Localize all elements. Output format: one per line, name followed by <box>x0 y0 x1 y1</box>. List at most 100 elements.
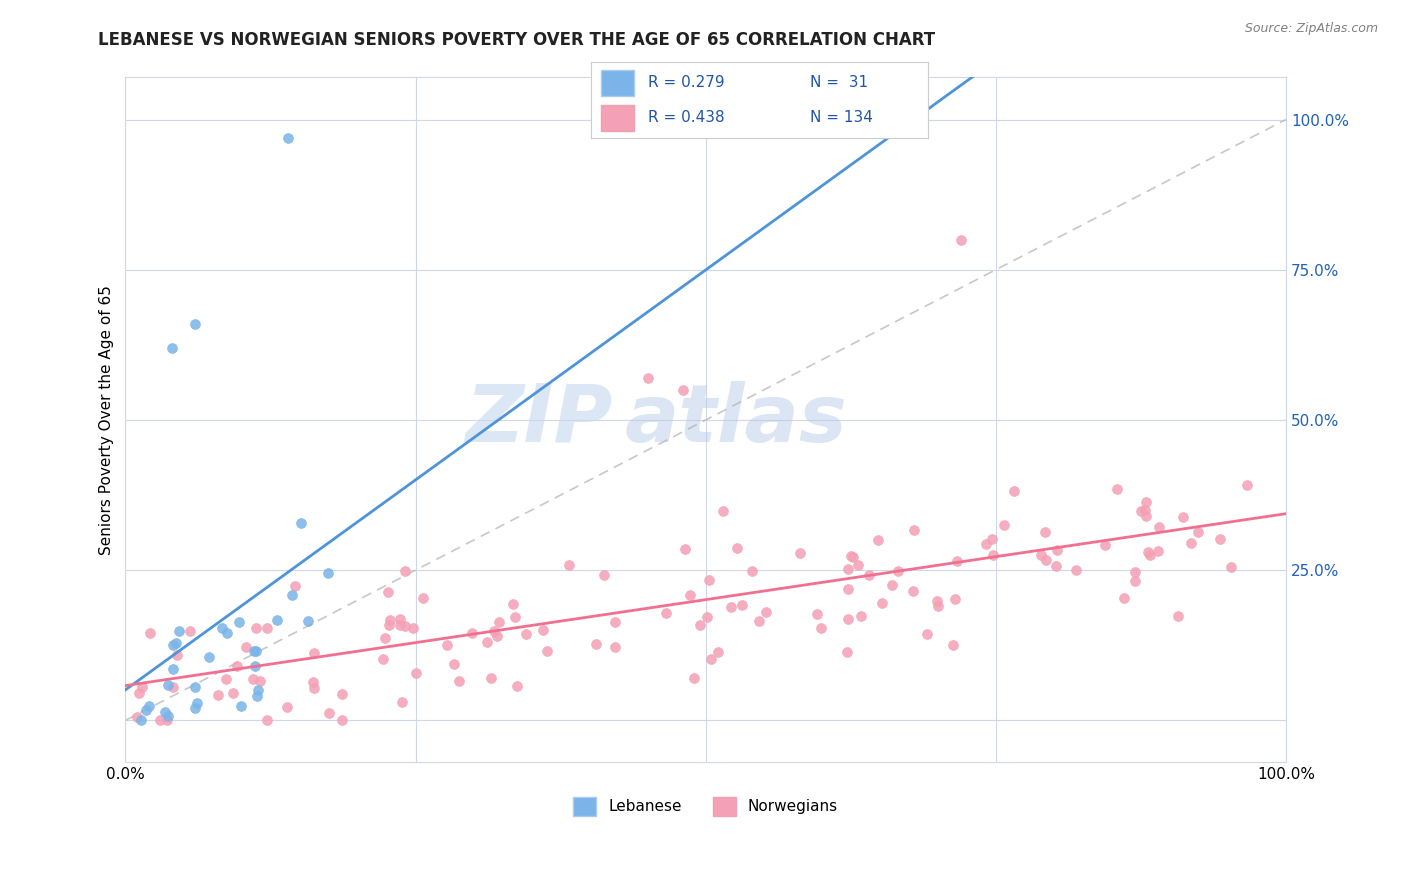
Point <box>332 687 354 701</box>
Point <box>727 541 749 555</box>
Point <box>129 714 152 728</box>
Point <box>1173 510 1195 524</box>
Point <box>215 626 238 640</box>
Point <box>412 591 434 605</box>
Point <box>394 619 416 633</box>
Point <box>950 233 973 247</box>
Point <box>394 564 416 578</box>
Point <box>1107 482 1129 496</box>
Point <box>388 618 411 632</box>
Point <box>277 130 299 145</box>
Text: N =  31: N = 31 <box>810 76 868 90</box>
Point <box>377 585 399 599</box>
Point <box>903 523 925 537</box>
Point <box>211 621 233 635</box>
Point <box>222 686 245 700</box>
Text: R = 0.279: R = 0.279 <box>648 76 724 90</box>
Text: atlas: atlas <box>624 381 848 459</box>
Point <box>156 708 179 723</box>
Point <box>720 599 742 614</box>
Point <box>942 638 965 652</box>
Point <box>679 588 702 602</box>
Point <box>479 671 502 685</box>
Point <box>138 699 160 714</box>
Point <box>228 615 250 630</box>
Point <box>1136 545 1159 559</box>
Point <box>449 674 471 689</box>
Point <box>281 588 304 602</box>
Point <box>198 649 221 664</box>
Point <box>131 680 153 694</box>
Point <box>880 577 903 591</box>
Point <box>943 591 966 606</box>
Point <box>1094 538 1116 552</box>
Point <box>135 703 157 717</box>
Point <box>671 383 693 397</box>
Point <box>741 564 763 578</box>
Point <box>1135 495 1157 509</box>
Point <box>585 638 607 652</box>
Point <box>592 568 614 582</box>
Point <box>249 673 271 688</box>
Point <box>1112 591 1135 606</box>
Point <box>835 645 858 659</box>
Point <box>707 645 730 659</box>
Point <box>696 610 718 624</box>
Point <box>318 566 340 580</box>
Text: Source: ZipAtlas.com: Source: ZipAtlas.com <box>1244 22 1378 36</box>
Point <box>243 643 266 657</box>
Point <box>302 646 325 660</box>
Point <box>730 598 752 612</box>
Point <box>160 341 183 355</box>
Point <box>925 594 948 608</box>
Point <box>162 638 184 652</box>
Point <box>748 614 770 628</box>
Point <box>755 605 778 619</box>
Point <box>503 609 526 624</box>
Point <box>506 679 529 693</box>
Point <box>637 371 659 385</box>
Point <box>837 612 859 626</box>
Point <box>297 614 319 628</box>
Text: ZIP: ZIP <box>465 381 613 459</box>
Point <box>846 558 869 573</box>
Point <box>981 532 1004 546</box>
Point <box>1035 552 1057 566</box>
Point <box>558 558 581 572</box>
Point <box>1219 560 1241 574</box>
Point <box>443 657 465 671</box>
Point <box>1133 503 1156 517</box>
Point <box>167 624 190 639</box>
Point <box>391 695 413 709</box>
Point <box>139 626 162 640</box>
Point <box>531 623 554 637</box>
Point <box>993 518 1015 533</box>
FancyBboxPatch shape <box>600 70 634 95</box>
Text: LEBANESE VS NORWEGIAN SENIORS POVERTY OVER THE AGE OF 65 CORRELATION CHART: LEBANESE VS NORWEGIAN SENIORS POVERTY OV… <box>98 31 935 49</box>
Point <box>245 643 267 657</box>
Point <box>256 621 278 635</box>
Point <box>841 549 863 564</box>
Point <box>789 546 811 560</box>
Point <box>184 317 207 331</box>
Point <box>697 574 720 588</box>
Point <box>166 648 188 662</box>
Point <box>1123 565 1146 579</box>
Point <box>1147 544 1170 558</box>
Point <box>374 631 396 645</box>
Point <box>485 629 508 643</box>
Point <box>711 504 734 518</box>
Point <box>1123 574 1146 589</box>
Point <box>156 678 179 692</box>
Text: N = 134: N = 134 <box>810 111 873 125</box>
Point <box>1147 519 1170 533</box>
Point <box>290 516 312 531</box>
Point <box>266 613 288 627</box>
Point <box>837 582 859 597</box>
Point <box>318 706 340 720</box>
Point <box>1130 504 1153 518</box>
Text: R = 0.438: R = 0.438 <box>648 111 724 125</box>
Point <box>837 562 859 576</box>
Point <box>536 644 558 658</box>
Point <box>166 636 188 650</box>
